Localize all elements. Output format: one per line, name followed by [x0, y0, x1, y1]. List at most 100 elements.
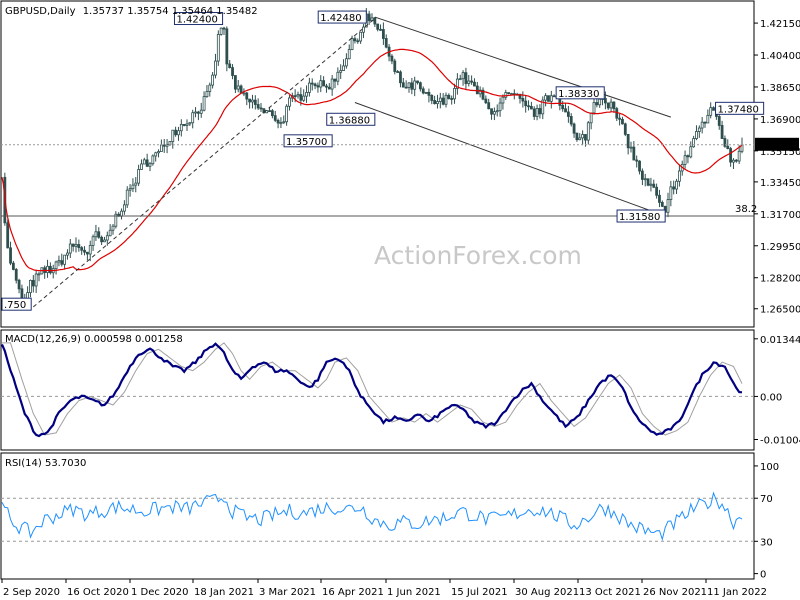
candle: [669, 180, 673, 207]
candle: [179, 119, 183, 137]
candle: [157, 149, 160, 158]
candle: [125, 186, 129, 209]
candle: [111, 223, 115, 235]
macd-tick-label: 0.013448: [760, 335, 800, 346]
candle: [481, 87, 485, 101]
candle: [658, 189, 661, 208]
candle: [524, 95, 528, 113]
candle: [6, 219, 10, 249]
candle: [100, 235, 104, 246]
svg-text:1.38330: 1.38330: [558, 89, 599, 100]
fib-label: 38.2: [735, 204, 757, 215]
candle: [85, 251, 89, 261]
date-tick-label: 26 Nov 2021: [643, 587, 707, 598]
svg-text:1.36880: 1.36880: [329, 115, 370, 126]
candle: [686, 154, 690, 164]
channel-upper-line: [374, 16, 672, 118]
price-annotation: 1.37480: [715, 101, 765, 115]
price-annotation: .750: [1, 297, 32, 311]
rsi-line: [1, 491, 743, 542]
candle: [216, 30, 220, 66]
candle: [393, 58, 397, 75]
candle: [14, 267, 18, 284]
candle: [134, 177, 138, 193]
candle: [191, 109, 195, 129]
candle: [196, 110, 200, 121]
candle: [461, 70, 465, 86]
candle: [606, 102, 610, 110]
candle: [313, 82, 317, 90]
rsi-tick-label: 100: [760, 462, 779, 473]
candle: [552, 94, 556, 98]
candle: [142, 157, 146, 165]
candle: [66, 249, 69, 260]
candle: [720, 120, 724, 139]
candle: [635, 155, 639, 168]
date-tick-label: 2 Sep 2020: [3, 587, 60, 598]
candle: [151, 154, 155, 166]
candle: [48, 262, 52, 275]
candle: [561, 100, 565, 112]
svg-text:1.42480: 1.42480: [320, 13, 361, 24]
date-tick-label: 3 Mar 2021: [259, 587, 316, 598]
candle: [626, 133, 630, 155]
candle: [399, 70, 402, 88]
macd-signal-line: [2, 342, 743, 436]
candle: [467, 74, 471, 87]
date-tick-label: 1 Dec 2020: [131, 587, 189, 598]
candle: [288, 95, 291, 111]
candle: [547, 95, 550, 102]
candle: [131, 178, 135, 193]
current-price-label: 1.35482: [755, 137, 799, 151]
candle: [458, 74, 462, 81]
date-tick-label: 11 Jan 2022: [707, 587, 767, 598]
candle: [88, 240, 92, 262]
candle: [734, 159, 738, 163]
price-annotation: 1.42400: [173, 12, 224, 26]
candle: [259, 103, 263, 113]
candle: [17, 278, 21, 294]
candle: [501, 94, 505, 110]
candle: [430, 94, 434, 105]
candle: [225, 26, 229, 72]
candle: [353, 36, 357, 44]
candle: [612, 101, 616, 113]
candle: [60, 253, 64, 267]
candle: [37, 271, 41, 282]
date-tick-label: 16 Oct 2020: [67, 587, 129, 598]
candle: [487, 98, 491, 110]
price-tick-label: 1.35150: [760, 147, 800, 158]
rising-trendline: [32, 18, 376, 308]
candle: [581, 130, 585, 145]
candle: [140, 159, 143, 170]
macd-axis: 0.013448 0.00 -0.010047: [754, 335, 800, 446]
candle: [114, 211, 118, 229]
candle: [194, 107, 197, 118]
candle: [646, 178, 650, 187]
candle: [652, 179, 656, 189]
candle: [342, 59, 345, 71]
candle: [700, 117, 704, 134]
candle: [675, 178, 678, 195]
date-tick-label: 1 Jun 2021: [387, 587, 441, 598]
svg-text:1.31580: 1.31580: [619, 212, 660, 223]
candle: [233, 75, 237, 94]
candle: [623, 122, 627, 137]
candle: [148, 161, 152, 172]
candle: [94, 224, 98, 241]
candle: [595, 98, 599, 108]
candle: [103, 236, 106, 243]
candle: [108, 224, 112, 237]
price-tick-label: 1.33450: [760, 178, 800, 189]
candle: [492, 107, 496, 121]
candle: [689, 141, 693, 159]
candle: [438, 92, 442, 109]
candle: [455, 73, 459, 95]
symbol-text: GBPUSD,Daily: [5, 6, 76, 17]
price-tick-label: 1.31700: [760, 210, 800, 221]
date-tick-label: 16 Apr 2021: [322, 587, 384, 598]
date-tick-label: 18 Jan 2021: [194, 587, 254, 598]
candle: [11, 260, 15, 271]
